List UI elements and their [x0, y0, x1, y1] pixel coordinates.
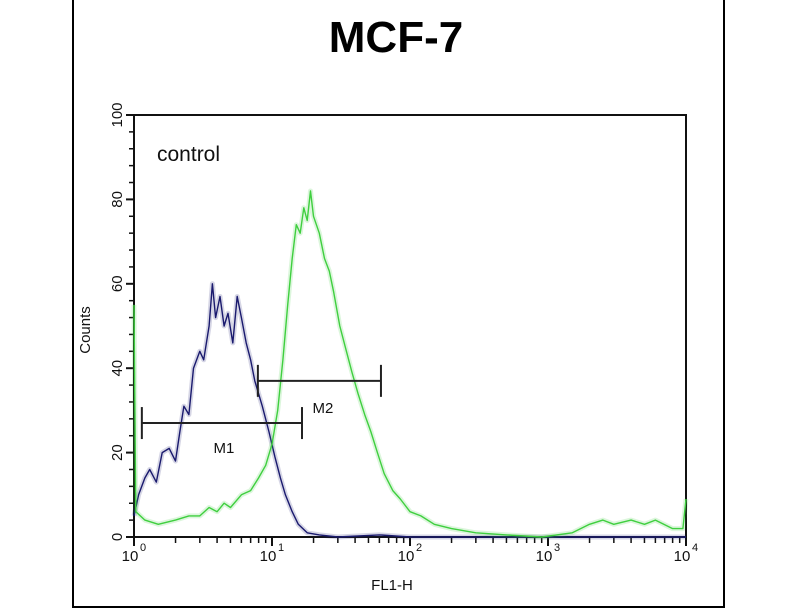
x-tick-exponent: 3: [554, 542, 560, 554]
marker-label-M1: M1: [214, 440, 235, 457]
x-tick-exponent: 0: [140, 542, 146, 554]
y-tick-label: 100: [109, 102, 126, 127]
y-tick-label: 80: [109, 191, 126, 208]
x-tick-label: 10: [536, 548, 553, 565]
annotation-control: control: [157, 143, 220, 166]
series-glow-control: [131, 281, 686, 540]
series-glow-sample: [131, 188, 689, 540]
series-line-control: [133, 283, 686, 538]
x-tick-exponent: 4: [692, 542, 698, 554]
x-tick-exponent: 2: [416, 542, 422, 554]
y-tick-label: 40: [109, 360, 126, 377]
y-tick-label: 20: [109, 444, 126, 461]
x-axis-label: FL1-H: [371, 577, 413, 594]
series-line-sample: [133, 190, 687, 538]
x-tick-label: 10: [122, 548, 139, 565]
chart-title: MCF-7: [329, 13, 463, 62]
marker-label-M2: M2: [313, 400, 334, 417]
y-tick-label: 60: [109, 275, 126, 292]
x-tick-exponent: 1: [278, 542, 284, 554]
y-tick-label: 0: [109, 533, 126, 541]
y-axis-label: Counts: [77, 306, 94, 354]
x-tick-label: 10: [674, 548, 691, 565]
x-tick-label: 10: [398, 548, 415, 565]
plot-area-border: [133, 114, 687, 538]
x-tick-label: 10: [260, 548, 277, 565]
